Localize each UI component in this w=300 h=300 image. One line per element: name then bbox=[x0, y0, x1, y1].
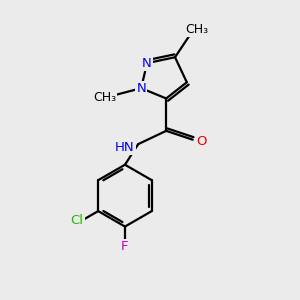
Text: Cl: Cl bbox=[71, 214, 84, 227]
Text: HN: HN bbox=[115, 141, 135, 154]
Text: CH₃: CH₃ bbox=[93, 91, 116, 104]
Text: O: O bbox=[196, 135, 207, 148]
Text: N: N bbox=[142, 57, 152, 70]
Text: CH₃: CH₃ bbox=[185, 23, 209, 36]
Text: N: N bbox=[136, 82, 146, 95]
Text: F: F bbox=[121, 240, 129, 253]
